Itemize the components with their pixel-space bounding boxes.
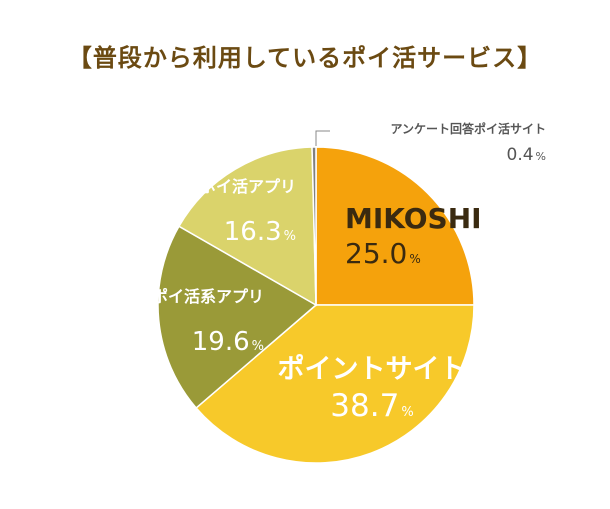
slice-value-0: 25.0%	[345, 237, 421, 270]
chart-title: 【普段から利用しているポイ活サービス】	[67, 44, 543, 72]
pie-slice-0	[315, 146, 475, 306]
slice-label-3: レシート撮影ポイ活アプリ	[104, 177, 296, 196]
slice-label-2: 歩いてポイ活系アプリ	[104, 287, 264, 306]
pie-slice-1	[195, 304, 475, 464]
leader-line	[315, 130, 330, 146]
slice-value-4: 0.4%	[507, 145, 547, 165]
slice-value-2: 19.6%	[192, 327, 264, 357]
slice-label-4: アンケート回答ポイ活サイト	[390, 121, 546, 136]
slice-value-3: 16.3%	[224, 217, 296, 247]
slice-value-1: 38.7%	[330, 388, 413, 424]
slice-label-1: ポイントサイト	[278, 354, 467, 385]
pie-slice-3	[177, 146, 317, 307]
pie-slice-4	[311, 146, 317, 306]
pie-slice-2	[157, 225, 318, 410]
slice-label-0: MIKOSHI	[345, 202, 482, 235]
